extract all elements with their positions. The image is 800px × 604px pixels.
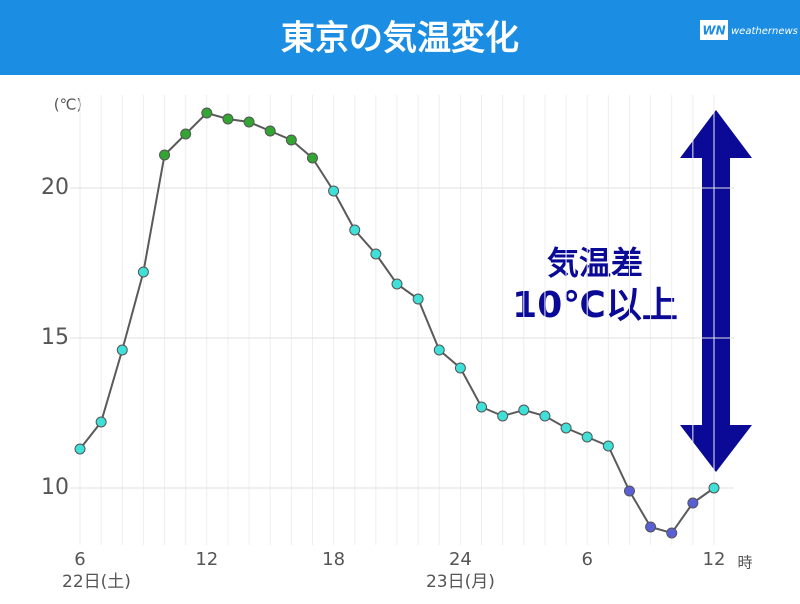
logo-box <box>700 20 728 40</box>
y-unit: (℃) <box>54 96 83 114</box>
data-point <box>116 344 128 356</box>
data-point <box>708 482 720 494</box>
x-tick-label: 6 <box>581 549 592 570</box>
data-point <box>349 224 361 236</box>
logo-text: weathernews <box>731 26 798 37</box>
x-tick-label: 6 <box>74 549 85 570</box>
range-arrow <box>680 110 752 472</box>
logo-mark: WN <box>702 24 725 38</box>
data-point <box>454 362 466 374</box>
chart-title: 東京の気温変化 <box>281 19 519 59</box>
y-tick-label: 15 <box>41 325 69 350</box>
data-point <box>539 410 551 422</box>
y-tick-label: 20 <box>41 175 69 200</box>
x-tick-label: 12 <box>195 549 218 570</box>
annotation-text: 気温差 <box>547 244 643 282</box>
data-point <box>243 116 255 128</box>
data-point <box>687 497 699 509</box>
data-point <box>285 134 297 146</box>
data-point <box>180 128 192 140</box>
data-point <box>645 521 657 533</box>
data-point <box>137 266 149 278</box>
data-point <box>412 293 424 305</box>
data-point <box>476 401 488 413</box>
x-unit: 時 <box>737 554 752 572</box>
x-sublabel: 23日(月) <box>426 572 495 592</box>
data-point <box>518 404 530 416</box>
data-point <box>201 107 213 119</box>
x-tick-label: 12 <box>703 549 726 570</box>
data-point <box>306 152 318 164</box>
data-point <box>159 149 171 161</box>
annotation-text: 10℃以上 <box>512 285 678 326</box>
data-point <box>264 125 276 137</box>
data-point <box>74 443 86 455</box>
x-sublabel: 22日(土) <box>62 572 131 592</box>
data-point <box>666 527 678 539</box>
data-point <box>95 416 107 428</box>
data-point <box>370 248 382 260</box>
y-tick-label: 10 <box>41 475 69 500</box>
grid <box>70 95 734 545</box>
data-point <box>560 422 572 434</box>
x-tick-label: 18 <box>322 549 345 570</box>
x-tick-label: 24 <box>449 549 472 570</box>
data-point <box>328 185 340 197</box>
data-point <box>602 440 614 452</box>
data-point <box>623 485 635 497</box>
header-bar <box>0 0 800 75</box>
data-point <box>391 278 403 290</box>
data-point <box>497 410 509 422</box>
data-point <box>433 344 445 356</box>
data-point <box>222 113 234 125</box>
data-point <box>581 431 593 443</box>
